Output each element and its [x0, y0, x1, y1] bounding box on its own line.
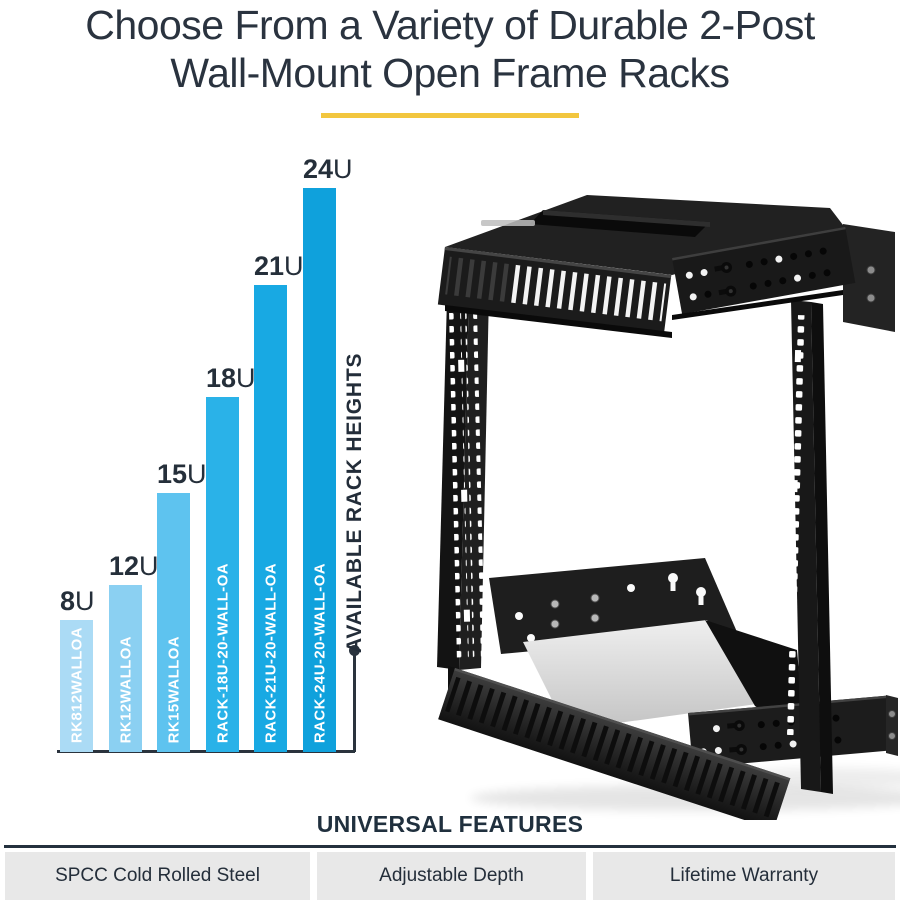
bar-18U: RACK-18U-20-WALL-OA: [206, 397, 239, 752]
bar-height-label: 24U: [303, 154, 353, 184]
bar-height-label: 8U: [60, 586, 95, 616]
axis-connector-dot: [349, 645, 360, 656]
bar-model-label: RK15WALLOA: [165, 635, 182, 743]
feature-cell-material: SPCC Cold Rolled Steel: [5, 852, 310, 900]
bar-height-label: 21U: [254, 251, 304, 281]
bar-24U: RACK-24U-20-WALL-OA: [303, 188, 336, 752]
title-underline-rule: [321, 113, 579, 118]
brand-logo-mark: [481, 220, 535, 226]
chart-axis-label: AVAILABLE RACK HEIGHTS: [343, 352, 366, 654]
feature-cell-depth: Adjustable Depth: [317, 852, 586, 900]
page-title: Choose From a Variety of Durable 2-Post …: [0, 2, 900, 98]
bar-21U: RACK-21U-20-WALL-OA: [254, 285, 287, 752]
bar-model-label: RACK-18U-20-WALL-OA: [214, 562, 231, 743]
features-heading: UNIVERSAL FEATURES: [316, 811, 584, 837]
page-title-line2: Wall-Mount Open Frame Racks: [170, 49, 730, 96]
bar-model-label: RACK-21U-20-WALL-OA: [262, 562, 279, 743]
bar-height-label: 12U: [109, 551, 159, 581]
bar-height-label: 18U: [206, 363, 256, 393]
bar-model-label: RK812WALLOA: [68, 626, 85, 743]
bar-15U: RK15WALLOA: [157, 493, 190, 752]
bar-height-label: 15U: [157, 459, 207, 489]
bar-model-label: RK12WALLOA: [117, 635, 134, 743]
bar-12U: RK12WALLOA: [109, 585, 142, 752]
features-divider: [4, 845, 896, 848]
page-title-line1: Choose From a Variety of Durable 2-Post: [85, 2, 815, 48]
axis-connector-line: [353, 655, 356, 752]
product-photo-open-frame-rack: [437, 195, 900, 820]
bar-model-label: RACK-24U-20-WALL-OA: [311, 562, 328, 743]
feature-cell-warranty: Lifetime Warranty: [593, 852, 895, 900]
bar-8U: RK812WALLOA: [60, 620, 93, 752]
